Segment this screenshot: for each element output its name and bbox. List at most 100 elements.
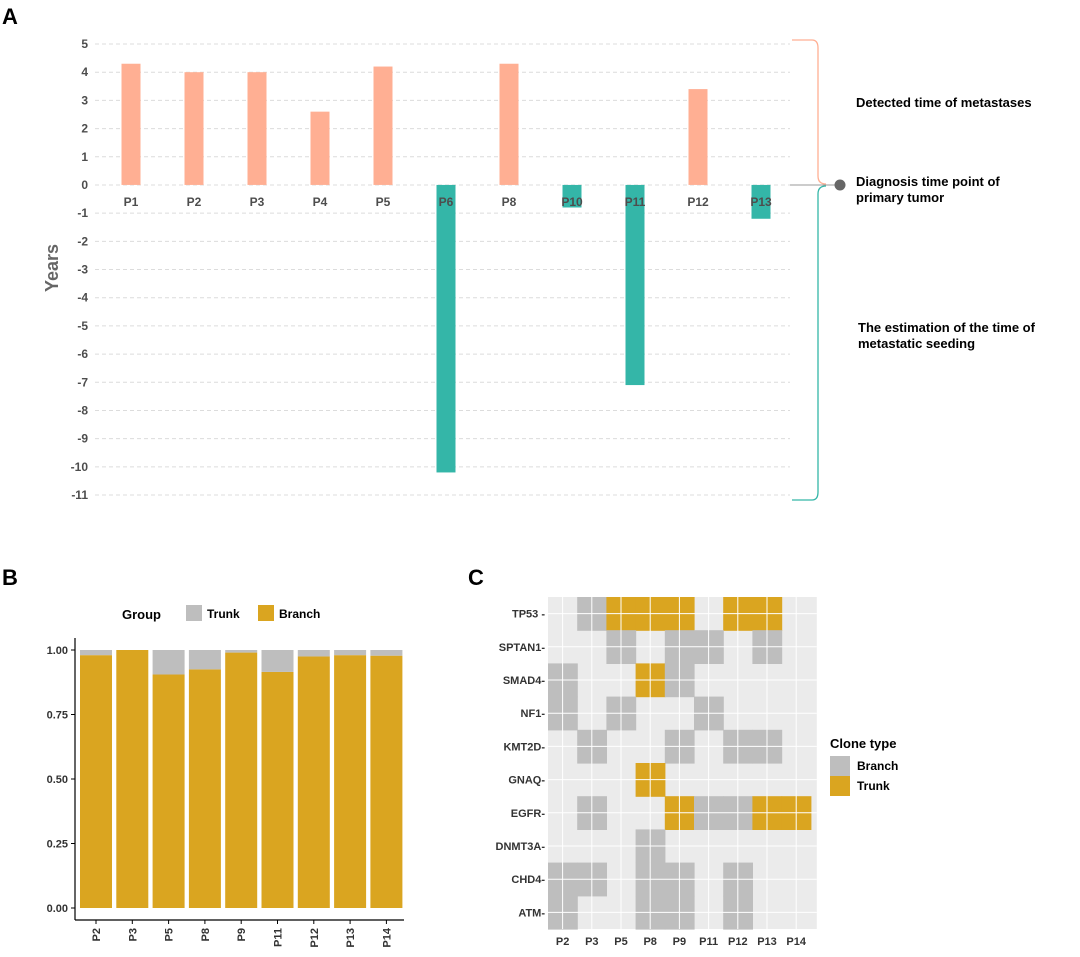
b-bar-trunk-p2: [80, 650, 112, 656]
a-gridlines: [95, 43, 790, 496]
panel-letter-b: B: [2, 565, 18, 590]
b-bar-trunk-p9: [225, 650, 258, 653]
b-bar-trunk-p11: [261, 650, 294, 672]
c-row-label: GNAQ-: [508, 775, 545, 787]
a-y-tick-label: 0: [81, 178, 88, 192]
b-category-label: P5: [164, 928, 176, 941]
b-category-label: P13: [345, 928, 357, 948]
a-y-tick-label: -5: [77, 319, 88, 333]
c-column-label: P14: [786, 936, 806, 948]
c-row-label: KMT2D-: [503, 741, 545, 753]
a-y-tick-label: -7: [77, 375, 88, 389]
c-row-label: DNMT3A-: [496, 841, 546, 853]
b-category-label: P12: [309, 928, 321, 948]
c-column-label: P3: [585, 936, 598, 948]
a-y-tick-label: 1: [81, 150, 88, 164]
b-category-labels: P2 P3 P5 P8 P9 P11 P12 P13 P14: [91, 927, 393, 947]
b-legend-label-trunk: Trunk: [207, 607, 240, 621]
b-bar-branch-p14: [370, 655, 403, 908]
c-column-label: P13: [757, 936, 777, 948]
b-category-label: P9: [236, 928, 248, 941]
b-y-tick-label: 1.00: [47, 645, 68, 657]
a-y-tick-label: -10: [71, 460, 89, 474]
a-category-label: P1: [124, 195, 139, 209]
panel-b-stacked-bar-chart: Group Trunk Branch 0.000.250.500.751.00 …: [47, 605, 404, 948]
a-annotation-lower-line1: The estimation of the time of: [858, 320, 1036, 335]
c-row-label: TP53 -: [512, 609, 545, 621]
b-legend-title: Group: [122, 607, 161, 622]
b-legend-swatch-branch: [258, 605, 274, 621]
a-category-label: P5: [376, 195, 391, 209]
a-annotation-middle-line1: Diagnosis time point of: [856, 174, 1000, 189]
a-bar-p5: [373, 66, 393, 185]
c-column-labels: P2 P3 P5 P8 P9 P11 P12 P13 P14: [556, 936, 807, 948]
a-bracket-upper: [792, 39, 827, 185]
b-bar-trunk-p13: [334, 650, 367, 656]
a-annotation-upper: Detected time of metastases: [856, 95, 1032, 110]
c-gridlines: [548, 597, 817, 929]
a-category-label: P3: [250, 195, 265, 209]
panel-c-heatmap: TP53 - SPTAN1- SMAD4- NF1- KMT2D- GNAQ- EGFR- D…: [496, 597, 898, 948]
a-category-label: P4: [313, 195, 328, 209]
b-bar-branch-p12: [297, 656, 330, 908]
b-bar-branch-p5: [152, 674, 185, 908]
c-column-label: P9: [673, 936, 686, 948]
c-legend-swatch-branch: [830, 756, 850, 776]
a-bar-p3: [247, 72, 267, 185]
b-category-label: P14: [381, 927, 393, 947]
a-category-labels: P1 P2 P3 P4 P5 P6 P8 P10 P11 P12 P13: [124, 195, 772, 209]
c-legend-label-trunk: Trunk: [857, 779, 890, 793]
b-y-tick-label: 0.00: [47, 903, 68, 915]
c-row-label: NF1-: [521, 708, 546, 720]
c-row-labels: TP53 - SPTAN1- SMAD4- NF1- KMT2D- GNAQ- EGFR- D…: [496, 609, 546, 920]
a-bar-p8: [499, 63, 519, 185]
a-category-label: P6: [439, 195, 454, 209]
panel-letter-c: C: [468, 565, 484, 590]
b-category-label: P8: [200, 928, 212, 941]
c-column-label: P2: [556, 936, 569, 948]
a-y-tick-label: -3: [77, 263, 88, 277]
a-category-label: P10: [561, 195, 583, 209]
b-bar-trunk-p12: [297, 650, 330, 657]
b-y-tick-labels: 0.00 0.25 0.50 0.75 1.00: [47, 645, 68, 915]
a-bar-p12: [688, 89, 708, 185]
c-legend-swatch-trunk: [830, 776, 850, 796]
b-y-tick-label: 0.50: [47, 774, 68, 786]
a-y-tick-label: -8: [77, 403, 88, 417]
c-row-label: EGFR-: [511, 808, 546, 820]
c-legend-label-branch: Branch: [857, 759, 898, 773]
c-legend-title: Clone type: [830, 736, 896, 751]
b-bar-trunk-p5: [152, 650, 185, 675]
c-column-label: P5: [614, 936, 627, 948]
c-row-label: SMAD4-: [503, 675, 546, 687]
b-bar-branch-p13: [334, 655, 367, 908]
a-category-label: P8: [502, 195, 517, 209]
a-y-tick-label: -11: [71, 488, 88, 502]
b-category-label: P3: [127, 928, 139, 941]
b-legend-label-branch: Branch: [279, 607, 320, 621]
b-y-tick-label: 0.25: [47, 839, 68, 851]
a-bar-p2: [184, 72, 204, 185]
a-y-tick-label: 2: [81, 122, 88, 136]
a-category-label: P13: [750, 195, 772, 209]
a-bars: [121, 63, 771, 473]
b-bar-branch-p3: [116, 650, 149, 908]
b-bar-branch-p11: [261, 671, 294, 908]
a-y-tick-label: 5: [81, 37, 88, 51]
a-bar-p13: [751, 184, 771, 219]
b-bar-branch-p9: [225, 652, 258, 908]
a-category-label: P11: [625, 195, 646, 209]
b-bar-trunk-p14: [370, 650, 403, 656]
b-category-label: P2: [91, 928, 103, 941]
c-row-label: CHD4-: [511, 874, 545, 886]
a-annotation-lower-line2: metastatic seeding: [858, 336, 975, 351]
a-bar-p6: [436, 184, 456, 473]
a-diagnosis-marker: [834, 179, 846, 191]
a-category-label: P12: [687, 195, 709, 209]
b-bars: [80, 650, 403, 908]
a-y-tick-label: -1: [77, 206, 88, 220]
a-bracket-lower: [792, 185, 827, 501]
a-y-tick-label: -2: [77, 234, 88, 248]
a-bar-p11: [625, 184, 645, 386]
